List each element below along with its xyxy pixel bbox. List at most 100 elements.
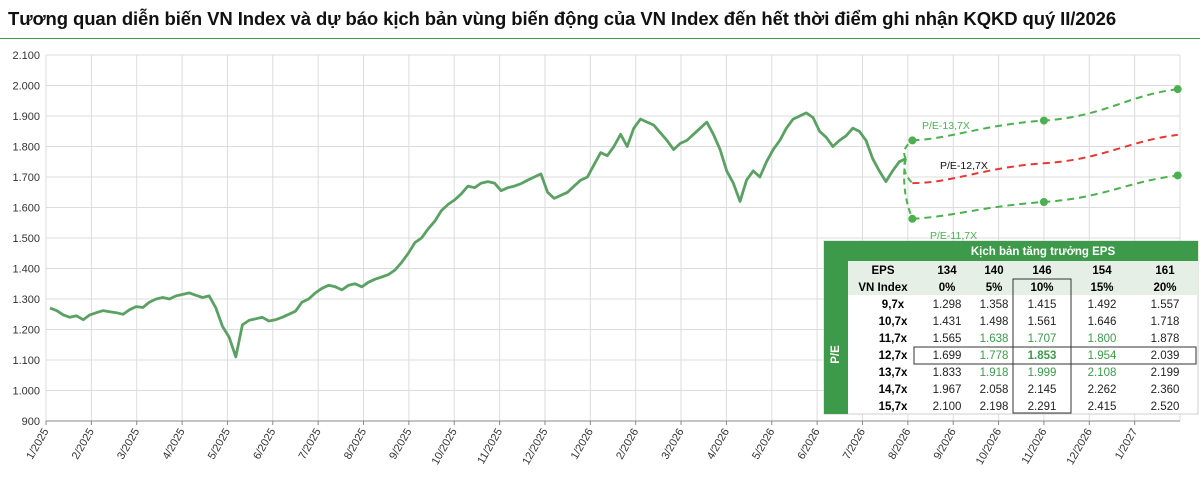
- table-cell: 1.918: [980, 367, 1009, 379]
- table-cell: 1.638: [980, 333, 1009, 345]
- x-tick-label: 11/2026: [1020, 427, 1050, 467]
- eps-value: 146: [1032, 265, 1051, 277]
- pe-axis-label: P/E: [830, 345, 842, 364]
- x-tick-label: 8/2026: [886, 427, 913, 462]
- x-tick-label: 1/2027: [1113, 427, 1140, 462]
- table-cell: 1.699: [933, 350, 962, 362]
- table-cell: 2.520: [1151, 401, 1180, 413]
- y-tick-label: 1.300: [12, 294, 40, 306]
- growth-value: 5%: [986, 282, 1003, 294]
- table-cell: 1.878: [1151, 333, 1180, 345]
- highlight-column-10pct: [1012, 278, 1072, 414]
- projection-line: [912, 174, 1178, 220]
- table-cell: 1.800: [1088, 333, 1117, 345]
- x-tick-label: 12/2025: [520, 427, 550, 467]
- y-tick-label: 2.000: [12, 81, 40, 93]
- eps-scenario-table: Kịch bản tăng trưởng EPS P/E EPS VN Index 13…: [823, 240, 1199, 415]
- eps-value: 161: [1155, 265, 1175, 277]
- projection-point: [1173, 85, 1182, 94]
- x-tick-label: 1/2026: [569, 427, 596, 462]
- table-cell: 1.954: [1088, 350, 1117, 362]
- table-cell: 2.262: [1088, 384, 1117, 396]
- y-tick-label: 1.100: [12, 355, 40, 367]
- x-tick-label: 2/2026: [614, 427, 641, 462]
- x-tick-label: 10/2025: [430, 427, 460, 467]
- growth-value: 10%: [1030, 282, 1053, 294]
- table-cell: 2.058: [980, 384, 1009, 396]
- x-tick-label: 1/2025: [24, 427, 51, 462]
- series-layer: [49, 111, 907, 359]
- projection-layer: P/E-13,7X P/E-12,7X P/E-11,7X: [903, 85, 1182, 242]
- y-tick-label: 900: [22, 416, 40, 428]
- projection-line: [912, 133, 1178, 185]
- y-tick-label: 1.200: [12, 325, 40, 337]
- label-pe-12-7: P/E-12,7X: [940, 160, 988, 172]
- table-cell: 1.646: [1088, 316, 1117, 328]
- table-cell: 1.557: [1151, 299, 1180, 311]
- projection-point: [908, 214, 917, 223]
- table-cell: 2.039: [1151, 350, 1180, 362]
- table-cell: 1.707: [1028, 333, 1057, 345]
- table-cell: 2.145: [1028, 384, 1057, 396]
- vnindex-label: VN Index: [858, 282, 908, 294]
- table-cell: 2.291: [1028, 401, 1057, 413]
- x-axis-ticks: 1/2025 2/2025 3/2025 4/2025 5/2025 6/2025 7/20…: [24, 420, 1180, 467]
- x-tick-label: 2/2025: [70, 427, 97, 462]
- growth-value: 0%: [939, 282, 956, 294]
- pe-row-label: 15,7x: [879, 401, 908, 413]
- x-tick-label: 3/2026: [659, 427, 686, 462]
- table-cell: 1.561: [1028, 316, 1057, 328]
- table-header-bg: [848, 261, 1198, 295]
- eps-value: 154: [1092, 265, 1112, 277]
- x-tick-label: 9/2025: [387, 427, 414, 462]
- table-cell: 1.853: [1028, 350, 1057, 362]
- table-cell: 2.415: [1088, 401, 1117, 413]
- highlight-row-12-7x: [913, 346, 1197, 365]
- table-cell: 1.431: [933, 316, 962, 328]
- table-cell: 1.565: [933, 333, 962, 345]
- growth-value: 15%: [1090, 282, 1113, 294]
- table-cell: 2.198: [980, 401, 1009, 413]
- projection-point: [1039, 116, 1048, 125]
- x-tick-label: 7/2026: [841, 427, 868, 462]
- pe-row-label: 11,7x: [879, 333, 908, 345]
- y-tick-label: 1.900: [12, 111, 40, 123]
- series-line-vn-index: [49, 111, 907, 359]
- x-tick-label: 6/2025: [251, 427, 278, 462]
- x-tick-label: 10/2026: [974, 427, 1004, 467]
- growth-value: 20%: [1153, 282, 1176, 294]
- table-cell: 2.360: [1151, 384, 1180, 396]
- label-pe-13-7: P/E-13,7X: [922, 120, 970, 132]
- x-tick-label: 8/2025: [342, 427, 369, 462]
- chart-title: Tương quan diễn biến VN Index và dự báo …: [8, 8, 1117, 29]
- table-title: Kịch bản tăng trưởng EPS: [971, 246, 1116, 258]
- table-cell: 1.718: [1151, 316, 1180, 328]
- x-tick-label: 5/2025: [206, 427, 233, 462]
- x-tick-label: 9/2026: [932, 427, 959, 462]
- y-tick-label: 1.000: [12, 386, 40, 398]
- y-tick-label: 1.600: [12, 203, 40, 215]
- x-tick-label: 4/2025: [160, 427, 187, 462]
- table-cell: 1.492: [1088, 299, 1117, 311]
- y-tick-label: 1.500: [12, 233, 40, 245]
- pe-row-label: 10,7x: [879, 316, 908, 328]
- y-tick-label: 1.800: [12, 142, 40, 154]
- eps-value: 134: [937, 265, 957, 277]
- table-cell: 1.833: [933, 367, 962, 379]
- y-tick-label: 1.700: [12, 172, 40, 184]
- projection-point: [1039, 198, 1048, 207]
- pe-row-label: 12,7x: [879, 350, 908, 362]
- table-title-bar: [824, 241, 1198, 261]
- title-divider: [0, 38, 1200, 39]
- table-cell: 1.999: [1028, 367, 1057, 379]
- x-tick-label: 4/2026: [705, 427, 732, 462]
- x-tick-label: 11/2025: [475, 426, 505, 466]
- projection-connector: [903, 158, 914, 220]
- y-tick-label: 2.100: [12, 50, 40, 62]
- eps-label: EPS: [871, 265, 894, 277]
- pe-row-label: 14,7x: [879, 384, 908, 396]
- pe-row-label: 13,7x: [879, 367, 908, 379]
- table-cell: 1.778: [980, 350, 1009, 362]
- projection-point: [1173, 171, 1182, 180]
